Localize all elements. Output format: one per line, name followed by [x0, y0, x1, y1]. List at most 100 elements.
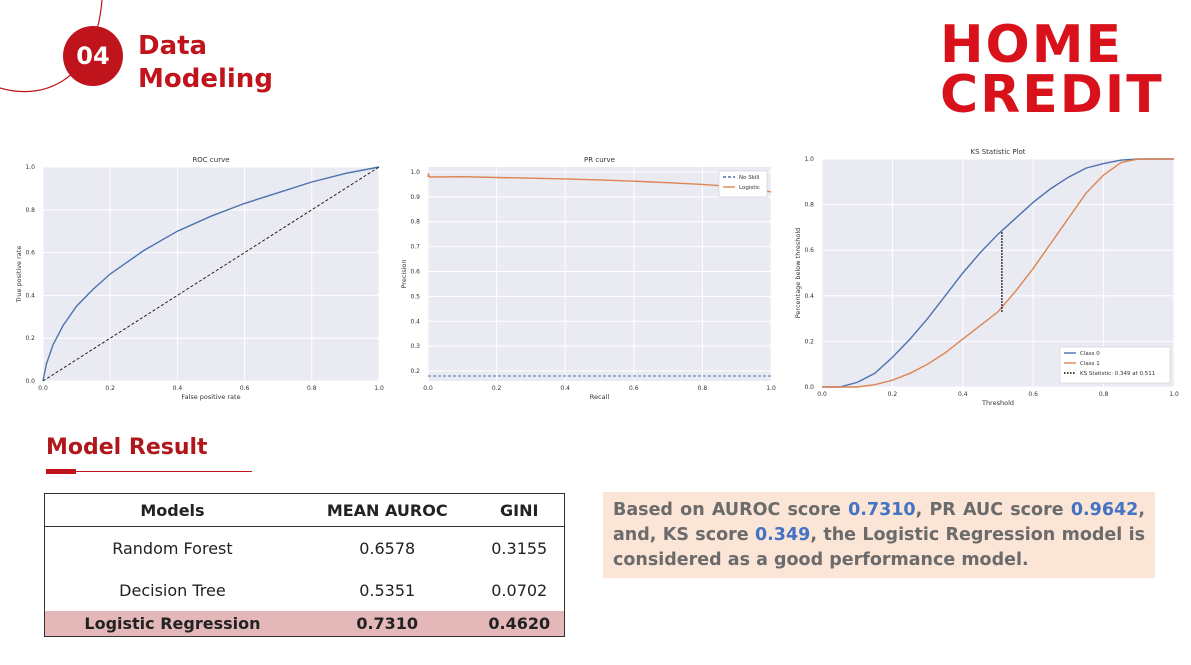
section-title-line2: Modeling: [138, 64, 273, 94]
cell-model: Decision Tree: [119, 580, 226, 600]
model-result-heading: Model Result: [46, 435, 208, 460]
heading-underline: [46, 471, 252, 472]
x-axis-label: Recall: [590, 393, 610, 401]
section-title-line1: Data: [138, 31, 208, 61]
x-axis-label: False positive rate: [181, 393, 240, 401]
x-tick-label: 1.0: [1169, 391, 1179, 398]
x-tick-label: 0.0: [817, 391, 827, 398]
legend-box: [718, 170, 768, 198]
x-tick-label: 0.2: [492, 385, 502, 392]
series-line: [822, 158, 1174, 388]
summary-box: Based on AUROC score 0.7310, PR AUC scor…: [603, 492, 1155, 578]
roc-curve-chart: 0.0 0.2 0.4 0.6 0.8 1.0 0.0 0.2 0.4 0.6 0.8 1.0 ROC …: [10, 143, 395, 413]
x-tick-label: 1.0: [766, 385, 776, 392]
chart-svg: 0.0 0.2 0.4 0.6 0.8 1.0 0.0 0.2 0.4 0.6 0.8 1.0 ROC …: [15, 156, 384, 401]
cell-auroc: 0.6578: [359, 538, 416, 558]
table-row: Decision Tree 0.5351 0.0702: [45, 569, 565, 611]
section-number-badge: 04: [63, 26, 123, 86]
table-header-row: Models MEAN AUROC GINI: [44, 493, 565, 527]
x-tick-label: 0.2: [105, 385, 115, 392]
x-tick-label: 0.8: [698, 385, 708, 392]
heading-underline-accent: [46, 469, 76, 474]
y-tick-label: 0.9: [410, 194, 420, 201]
y-tick-label: 0.0: [25, 378, 35, 385]
summary-text-2: , PR AUC score: [915, 500, 1071, 520]
y-tick-label: 0.2: [804, 338, 814, 345]
chart-title: ROC curve: [192, 156, 229, 164]
y-axis-label: True positive rate: [15, 246, 23, 304]
ks-statistic-chart: 0.0 0.2 0.4 0.6 0.8 1.0 0.0 0.2 0.4 0.6 0.8 1.0 KS S…: [792, 143, 1184, 413]
legend-box: [1059, 346, 1171, 384]
y-tick-label: 0.2: [410, 368, 420, 375]
summary-ks-value: 0.349: [754, 525, 811, 545]
x-tick-label: 1.0: [374, 385, 384, 392]
cell-gini: 0.3155: [491, 538, 548, 558]
logo-line1: HOME: [940, 15, 1123, 75]
y-tick-label: 0.2: [25, 335, 35, 342]
x-tick-label: 0.8: [1099, 391, 1109, 398]
y-tick-label: 0.4: [25, 292, 35, 299]
chart-title: PR curve: [584, 156, 615, 164]
legend-label: KS Statistic: 0.349 at 0.511: [1080, 371, 1155, 377]
y-tick-label: 0.6: [410, 269, 420, 276]
y-tick-label: 0.4: [804, 293, 814, 300]
y-tick-label: 0.8: [804, 202, 814, 209]
section-number: 04: [76, 42, 110, 70]
summary-auroc-value: 0.7310: [848, 500, 916, 520]
column-header-gini: GINI: [474, 493, 565, 527]
x-tick-label: 0.0: [38, 385, 48, 392]
chart-title: KS Statistic Plot: [970, 148, 1025, 156]
y-tick-label: 0.7: [410, 244, 420, 251]
x-tick-label: 0.6: [629, 385, 639, 392]
chart-svg: 0.0 0.2 0.4 0.6 0.8 1.0 0.2 0.3 0.4 0.5 0.6 0.7 0.8 0…: [400, 156, 776, 401]
cell-auroc: 0.5351: [359, 580, 416, 600]
y-tick-label: 1.0: [25, 164, 35, 171]
cell-model: Random Forest: [112, 538, 233, 558]
plot-area: [428, 167, 771, 381]
table-row-highlighted: Logistic Regression 0.7310 0.4620: [44, 611, 565, 637]
y-axis-label: Precision: [400, 259, 408, 288]
x-tick-label: 0.4: [560, 385, 570, 392]
series-line: [42, 166, 380, 382]
home-credit-logo: HOME CREDIT: [940, 15, 1164, 121]
summary-text-4: , the Logistic Regression model is consi…: [613, 525, 1146, 570]
y-tick-label: 0.8: [410, 219, 420, 226]
x-tick-label: 0.4: [173, 385, 183, 392]
legend-label: Class 0: [1080, 351, 1100, 357]
chart-svg: 0.0 0.2 0.4 0.6 0.8 1.0 0.0 0.2 0.4 0.6 0.8 1.0 KS S…: [794, 148, 1179, 407]
column-header-mean-auroc: MEAN AUROC: [299, 493, 475, 527]
cell-auroc: 0.7310: [299, 611, 475, 637]
series-line: [822, 158, 1174, 388]
x-tick-label: 0.4: [958, 391, 968, 398]
x-tick-label: 0.2: [888, 391, 898, 398]
table-row: Random Forest 0.6578 0.3155: [45, 527, 565, 570]
y-tick-label: 0.6: [804, 247, 814, 254]
x-tick-label: 0.8: [307, 385, 317, 392]
x-axis-label: Threshold: [981, 399, 1014, 407]
y-tick-label: 0.8: [25, 207, 35, 214]
x-tick-label: 0.6: [240, 385, 250, 392]
summary-text-3: , and, KS score: [613, 500, 1145, 545]
y-axis-label: Percentage below threshold: [794, 228, 802, 319]
legend-label: Logistic: [739, 185, 760, 191]
x-tick-label: 0.6: [1028, 391, 1038, 398]
plot-area: [43, 167, 379, 381]
section-title: Data Modeling: [138, 30, 273, 96]
y-tick-label: 0.5: [410, 293, 420, 300]
y-tick-label: 0.6: [25, 250, 35, 257]
x-tick-label: 0.0: [423, 385, 433, 392]
cell-model: Logistic Regression: [44, 611, 300, 637]
column-header-models: Models: [44, 493, 300, 527]
summary-text-1: Based on AUROC score: [613, 500, 849, 520]
summary-prauc-value: 0.9642: [1070, 500, 1139, 520]
legend-label: No Skill: [739, 175, 760, 181]
model-results-table: Models MEAN AUROC GINI Random Forest 0.6…: [44, 493, 565, 637]
series-line: [42, 166, 380, 382]
y-tick-label: 0.0: [804, 384, 814, 391]
cell-gini: 0.4620: [474, 611, 565, 637]
legend-label: Class 1: [1080, 361, 1100, 367]
cell-gini: 0.0702: [491, 580, 548, 600]
y-tick-label: 1.0: [410, 169, 420, 176]
y-tick-label: 0.4: [410, 318, 420, 325]
y-tick-label: 1.0: [804, 156, 814, 163]
